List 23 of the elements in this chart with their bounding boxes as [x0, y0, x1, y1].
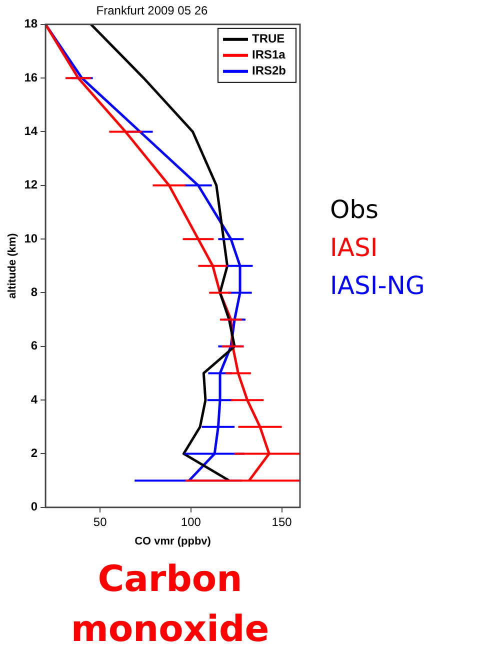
y-tick-label: 8 [30, 285, 38, 300]
chart-title: Frankfurt 2009 05 26 [96, 4, 208, 18]
legend-label: TRUE [252, 32, 285, 46]
x-tick-label: 50 [93, 514, 108, 529]
y-tick-label: 14 [24, 124, 38, 138]
x-tick-label: 100 [180, 514, 202, 529]
y-tick-label: 10 [24, 231, 38, 246]
y-tick-label: 16 [24, 70, 38, 84]
y-tick-label: 4 [30, 392, 38, 406]
y-tick-label: 2 [30, 446, 38, 460]
y-axis-title: altitude (km) [6, 232, 19, 299]
text: Obs [330, 195, 379, 224]
y-tick-label: 6 [30, 338, 38, 353]
text: IASI [330, 233, 378, 262]
x-axis-title: CO vmr (ppbv) [134, 535, 212, 548]
legend-label: IRS1a [252, 48, 286, 62]
text: IASI-NG [330, 271, 425, 300]
x-tick-label: 150 [272, 514, 292, 529]
y-tick-label: 0 [30, 500, 38, 514]
y-tick-label: 18 [24, 16, 38, 31]
y-tick-label: 12 [24, 178, 38, 192]
legend-label: IRS2b [252, 64, 286, 78]
text: Carbon monoxide [70, 558, 270, 652]
